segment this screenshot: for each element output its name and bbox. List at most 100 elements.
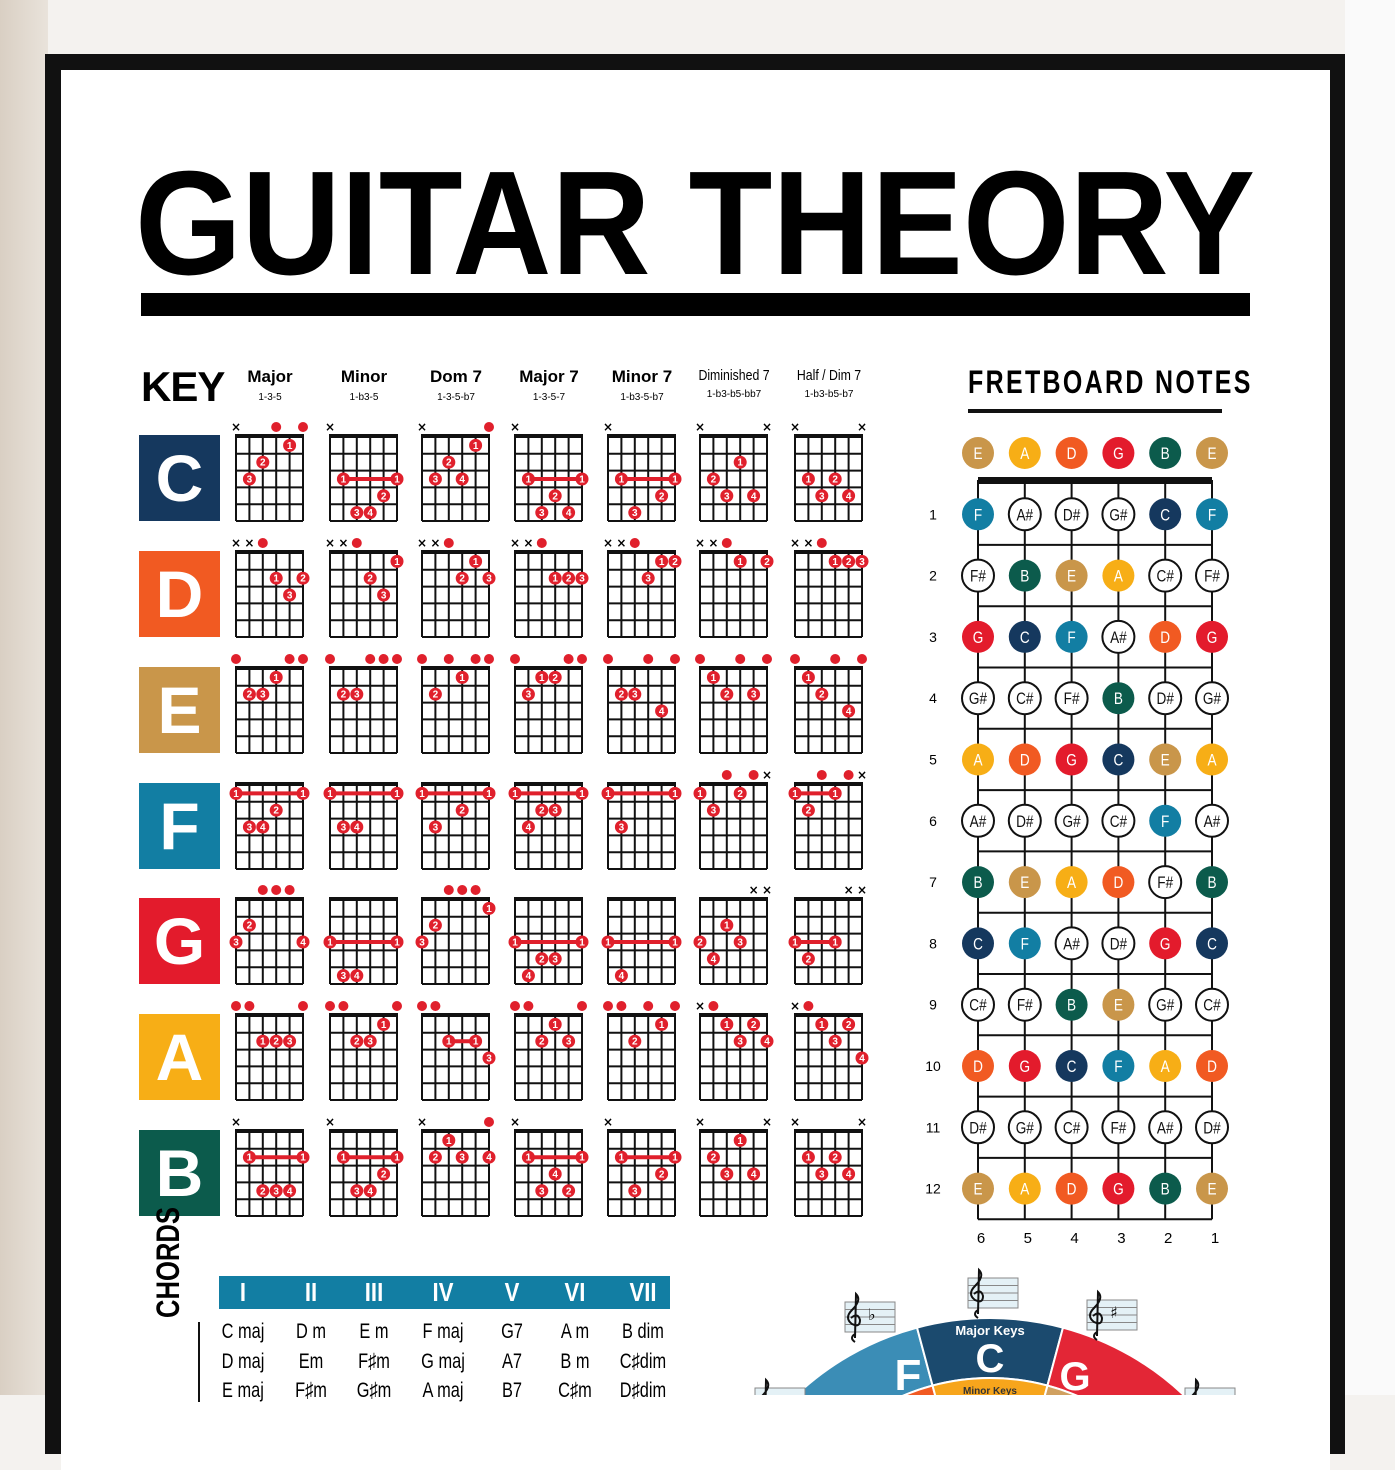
finger-dot [562, 571, 576, 585]
string-number: 6 [977, 1230, 985, 1247]
finger-number: 4 [459, 475, 465, 486]
wall-background [0, 0, 48, 1395]
note-circle [1054, 803, 1089, 838]
note-circle [1102, 743, 1135, 776]
open-string-dot [231, 1001, 241, 1011]
chord-diagram: 12 [417, 654, 494, 754]
finger-number: 4 [287, 1186, 293, 1197]
muted-string-icon: × [244, 536, 254, 550]
finger-number: 1 [579, 475, 585, 486]
muted-string-icon: × [603, 536, 613, 550]
note-label: A [1114, 567, 1124, 586]
note-label: D [1160, 629, 1170, 648]
chord-diagram: 1 1 2 3 [415, 782, 496, 870]
note-label: A [1067, 874, 1077, 893]
finger-dot [350, 820, 364, 834]
finger-number: 3 [619, 823, 625, 834]
nut [699, 666, 768, 670]
note-label: G [1113, 1180, 1124, 1199]
nut [329, 434, 398, 438]
finger-number: 2 [260, 1186, 266, 1197]
finger-dot [242, 472, 256, 486]
note-circle [1195, 1110, 1229, 1145]
finger-number: 1 [697, 789, 703, 800]
key-label: KEY [141, 363, 225, 410]
note-label: D [1207, 1058, 1217, 1077]
open-string-dot [843, 770, 854, 780]
note-circle [962, 620, 994, 653]
finger-number: 3 [287, 591, 293, 602]
finger-number: 1 [394, 938, 400, 949]
finger-number: 1 [273, 673, 279, 684]
note-circle [1055, 1050, 1088, 1082]
finger-number: 3 [737, 1037, 743, 1048]
note-circle [1101, 497, 1136, 532]
finger-number: 2 [354, 1037, 360, 1048]
fret-number: 2 [929, 568, 937, 584]
note-label: A [1020, 445, 1030, 464]
note-circle [1196, 1050, 1228, 1082]
finger-number: 1 [806, 1153, 812, 1164]
scale-degree: VI [564, 1277, 586, 1307]
nut [235, 666, 304, 670]
finger-dot [350, 687, 364, 701]
muted-string-icon: × [325, 420, 335, 434]
finger-number: 2 [764, 557, 770, 568]
nut [794, 897, 863, 901]
finger-dot [842, 554, 856, 568]
nut [699, 1013, 768, 1017]
open-string-dot [816, 538, 827, 548]
finger-number: 2 [433, 1153, 439, 1164]
finger-number: 1 [341, 475, 347, 486]
nut [421, 550, 490, 554]
note-circle [1055, 437, 1088, 469]
note-circle [1148, 865, 1183, 900]
finger-dot [508, 786, 522, 800]
finger-dot [655, 704, 669, 718]
muted-string-icon: × [857, 420, 867, 434]
muted-string-icon: × [325, 536, 335, 550]
finger-dot [828, 1034, 842, 1048]
string-number: 4 [1070, 1230, 1078, 1247]
note-label: B [1067, 996, 1076, 1015]
open-string-dot [721, 770, 732, 780]
chord-cell: C♯dim [619, 1349, 667, 1373]
finger-number: 1 [260, 1037, 266, 1048]
finger-number: 4 [486, 1153, 492, 1164]
note-circle [1054, 926, 1089, 961]
finger-number: 2 [300, 574, 306, 585]
finger-number: 3 [566, 1037, 572, 1048]
finger-number: 1 [419, 789, 425, 800]
chord-formula: 1-b3-b5-b7 [804, 389, 854, 400]
finger-dot [242, 918, 256, 932]
note-circle [1102, 866, 1135, 899]
finger-number: 1 [233, 789, 239, 800]
finger-dot [336, 1150, 350, 1164]
chord-cell: D♯dim [619, 1379, 667, 1402]
chord-diagram: × × 1 23 4 [790, 420, 867, 522]
key-box-E: E [139, 667, 220, 753]
finger-number: 3 [751, 690, 757, 701]
note-circle [1148, 681, 1183, 716]
finger-dot [575, 786, 589, 800]
finger-number: 1 [724, 921, 730, 932]
muted-string-icon: × [231, 1115, 241, 1129]
open-string-dot [392, 654, 402, 664]
treble-clef-icon [970, 1267, 985, 1319]
nut [421, 1013, 490, 1017]
open-string-dot [257, 885, 268, 895]
nut [421, 434, 490, 438]
finger-dot [548, 803, 562, 817]
fretboard-nut [978, 477, 1212, 484]
chord-cell: F maj [422, 1320, 464, 1343]
note-label: C# [1063, 1119, 1081, 1138]
key-box-D: D [139, 551, 220, 637]
finger-number: 2 [566, 574, 572, 585]
note-circle [1149, 927, 1182, 960]
finger-number: 1 [672, 938, 678, 949]
chord-cell: B dim [622, 1320, 664, 1343]
